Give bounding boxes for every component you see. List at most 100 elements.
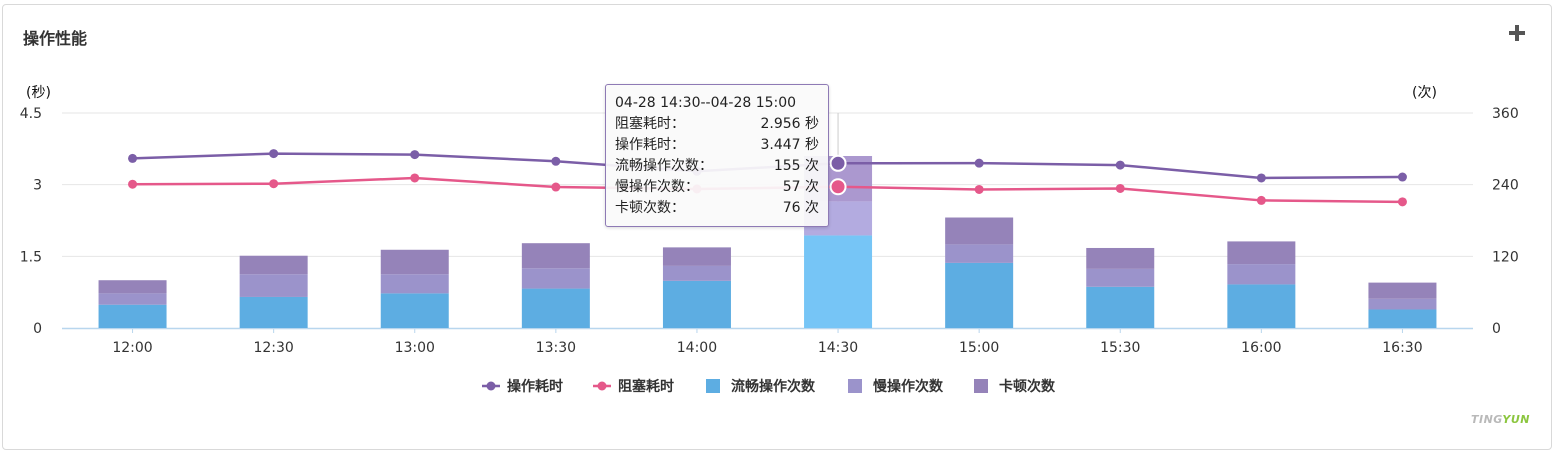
- bar-segment: [945, 217, 1014, 245]
- x-tick-label: 15:30: [1100, 340, 1140, 356]
- bar-segment: [1227, 284, 1296, 328]
- tooltip-header: 04-28 14:30--04-28 15:00: [615, 95, 797, 111]
- bar-segment: [1227, 264, 1296, 285]
- y-right-tick-label: 240: [1492, 178, 1519, 194]
- tooltip-value: 76 次: [782, 200, 819, 216]
- tooltip-value: 3.447 秒: [760, 137, 819, 153]
- legend-box-swatch: [706, 379, 720, 393]
- bar-segment: [662, 247, 731, 266]
- logo-text-part2: YUN: [1502, 413, 1530, 426]
- logo-text-part1: TING: [1471, 413, 1503, 426]
- x-tick-label: 12:30: [253, 340, 293, 356]
- x-tick-label: 14:00: [677, 340, 717, 356]
- tooltip-value: 57 次: [782, 179, 819, 195]
- bar-segment: [380, 249, 449, 275]
- bar-segment: [1086, 247, 1155, 269]
- operation-performance-panel: 操作性能: [2, 4, 1552, 450]
- data-point: [410, 173, 420, 183]
- tooltip-row: 操作耗时： 3.447 秒: [615, 135, 819, 156]
- bar-segment: [521, 243, 590, 269]
- data-point: [128, 153, 138, 163]
- data-point: [128, 179, 138, 189]
- x-tick-label: 15:00: [959, 340, 999, 356]
- y-left-tick-label: 3: [33, 178, 42, 194]
- tooltip-row: 卡顿次数： 76 次: [615, 198, 819, 219]
- bar-segment: [1368, 298, 1437, 310]
- bar-segment: [521, 288, 590, 328]
- bar-segment: [662, 280, 731, 328]
- data-point: [1397, 172, 1407, 182]
- data-point: [269, 179, 279, 189]
- x-tick-label: 13:30: [536, 340, 576, 356]
- legend-label: 操作耗时: [507, 378, 563, 395]
- bar-segment: [98, 304, 167, 328]
- tooltip-label: 流畅操作次数：: [615, 158, 713, 174]
- bar-segment: [380, 274, 449, 294]
- data-point: [1256, 195, 1266, 205]
- bar-segment: [239, 255, 308, 275]
- bar-segment: [1227, 241, 1296, 265]
- tooltip-row: 阻塞耗时： 2.956 秒: [615, 114, 819, 135]
- x-tick-label: 16:30: [1382, 340, 1422, 356]
- chart-tooltip: 04-28 14:30--04-28 15:00 阻塞耗时： 2.956 秒 操…: [605, 84, 829, 227]
- legend-label: 阻塞耗时: [618, 378, 674, 395]
- tooltip-row: 慢操作次数： 57 次: [615, 177, 819, 198]
- bar-segment: [239, 296, 308, 328]
- tingyun-logo: TINGYUN: [1471, 413, 1530, 426]
- bar-segment: [521, 268, 590, 289]
- x-tick-label: 14:30: [818, 340, 858, 356]
- data-point: [974, 184, 984, 194]
- data-point: [974, 158, 984, 168]
- legend-label: 慢操作次数: [873, 378, 944, 395]
- y-left-tick-label: 1.5: [20, 249, 42, 265]
- legend-box-swatch: [974, 379, 988, 393]
- x-tick-label: 16:00: [1241, 340, 1281, 356]
- tooltip-value: 155 次: [773, 158, 819, 174]
- y-right-axis-label: (次): [1412, 85, 1437, 101]
- bar-segment: [1368, 282, 1437, 299]
- bar-segment: [945, 244, 1014, 263]
- y-left-tick-label: 4.5: [20, 106, 42, 122]
- add-icon[interactable]: [1507, 23, 1527, 43]
- data-point: [1115, 160, 1125, 170]
- data-point: [551, 182, 561, 192]
- bar-segment: [1368, 309, 1437, 328]
- panel-title: 操作性能: [23, 29, 88, 48]
- legend-label: 流畅操作次数: [731, 378, 816, 395]
- bar-segment: [98, 280, 167, 294]
- tooltip-label: 卡顿次数：: [615, 200, 685, 216]
- data-point-highlight: [829, 178, 847, 196]
- data-point: [1397, 197, 1407, 207]
- data-point: [410, 150, 420, 160]
- tooltip-label: 慢操作次数：: [615, 179, 699, 195]
- tooltip-row: 流畅操作次数： 155 次: [615, 156, 819, 177]
- bar-segment: [380, 293, 449, 328]
- bar-segment: [239, 274, 308, 297]
- bar-segment: [1086, 268, 1155, 287]
- bar-segment: [945, 262, 1014, 328]
- data-point-highlight: [829, 154, 847, 172]
- data-point: [1115, 183, 1125, 193]
- y-right-tick-label: 120: [1492, 249, 1519, 265]
- legend-box-swatch: [848, 379, 862, 393]
- y-left-axis-label: (秒): [26, 85, 51, 101]
- bar-segment: [1086, 286, 1155, 328]
- bar-segment: [662, 265, 731, 281]
- data-point: [551, 156, 561, 166]
- data-point: [269, 149, 279, 159]
- bar-segment: [98, 293, 167, 305]
- y-right-tick-label: 0: [1492, 321, 1501, 337]
- data-point: [1256, 173, 1266, 183]
- y-right-tick-label: 360: [1492, 106, 1519, 122]
- legend-marker: [597, 381, 607, 391]
- tooltip-label: 阻塞耗时：: [615, 116, 685, 132]
- x-tick-label: 12:00: [112, 340, 152, 356]
- x-tick-label: 13:00: [395, 340, 435, 356]
- legend-marker: [486, 381, 496, 391]
- legend-label: 卡顿次数: [999, 378, 1056, 395]
- tooltip-label: 操作耗时：: [615, 137, 685, 153]
- y-left-tick-label: 0: [33, 321, 42, 337]
- tooltip-value: 2.956 秒: [760, 116, 819, 132]
- bar-segment: [804, 235, 873, 328]
